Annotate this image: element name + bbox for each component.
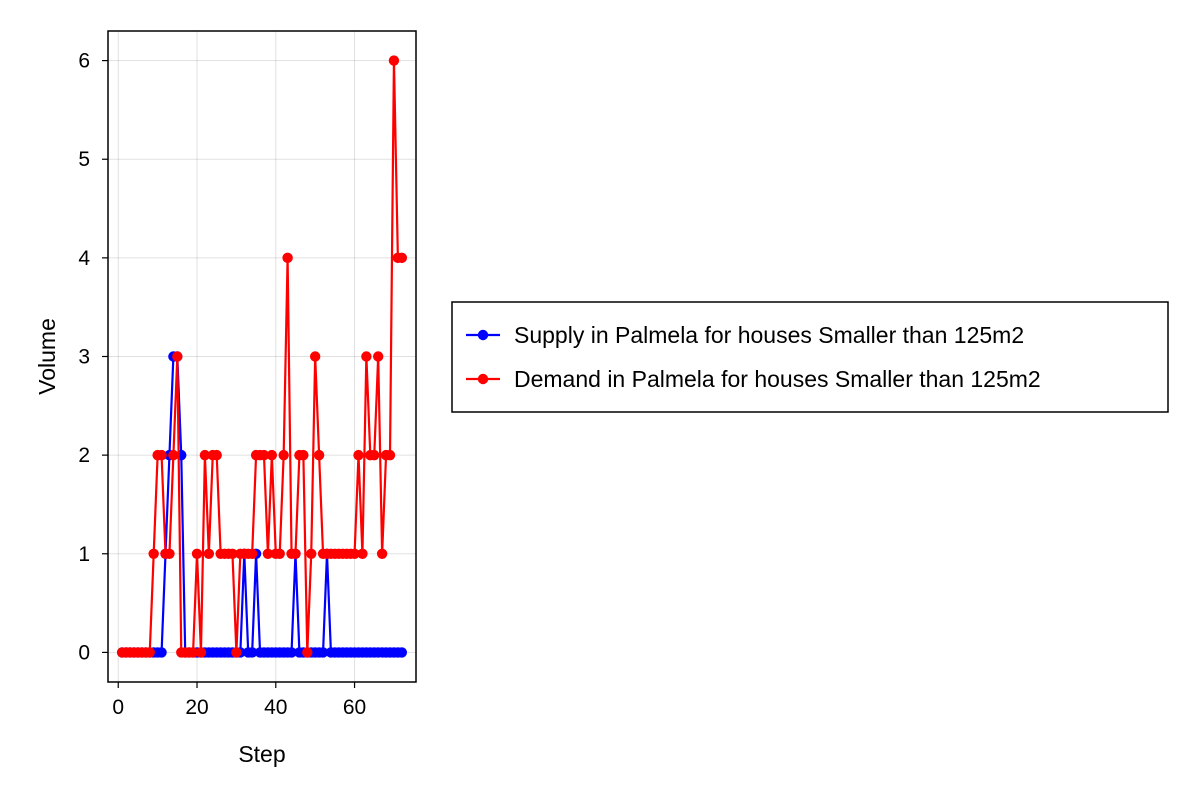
x-tick-label: 40 bbox=[264, 696, 287, 719]
data-point bbox=[298, 449, 309, 461]
data-point bbox=[227, 548, 238, 559]
data-point bbox=[168, 449, 179, 461]
y-tick-label: 2 bbox=[78, 444, 90, 467]
series-layer bbox=[116, 55, 408, 658]
legend-item: Demand in Palmela for houses Smaller tha… bbox=[466, 366, 1041, 392]
data-point bbox=[388, 55, 400, 66]
y-tick-label: 4 bbox=[78, 247, 90, 270]
data-point bbox=[286, 647, 297, 658]
data-point bbox=[156, 647, 167, 658]
y-tick-label: 6 bbox=[78, 50, 90, 73]
data-point bbox=[144, 647, 155, 658]
data-point bbox=[195, 647, 207, 658]
data-point bbox=[148, 548, 159, 559]
legend: Supply in Palmela for houses Smaller tha… bbox=[451, 301, 1169, 413]
data-point bbox=[262, 548, 274, 559]
data-point bbox=[372, 351, 384, 362]
data-point bbox=[203, 548, 215, 559]
legend-label: Demand in Palmela for houses Smaller tha… bbox=[514, 366, 1041, 392]
data-point bbox=[349, 548, 360, 559]
y-axis-title: Volume bbox=[34, 318, 60, 395]
x-tick-label: 20 bbox=[185, 696, 208, 719]
data-point bbox=[156, 449, 167, 461]
data-point bbox=[258, 449, 270, 461]
y-tick-label: 0 bbox=[78, 641, 90, 664]
data-point bbox=[357, 548, 368, 559]
x-tick-label: 0 bbox=[112, 696, 124, 719]
data-point bbox=[353, 449, 364, 461]
data-point bbox=[211, 449, 222, 461]
y-tick-label: 1 bbox=[78, 543, 90, 566]
series-demand bbox=[116, 55, 408, 658]
data-point bbox=[306, 548, 317, 559]
legend-box bbox=[451, 301, 1169, 413]
axis-ticks: 0 20 40 60 0 1 2 3 4 5 6 bbox=[78, 50, 366, 719]
legend-marker bbox=[477, 373, 489, 385]
data-point bbox=[396, 647, 408, 658]
data-point bbox=[282, 252, 293, 264]
data-point bbox=[309, 351, 321, 362]
data-point bbox=[172, 351, 183, 362]
data-point bbox=[246, 548, 258, 559]
y-tick-label: 5 bbox=[78, 148, 90, 171]
data-point bbox=[266, 449, 278, 461]
data-point bbox=[164, 548, 175, 559]
legend-marker bbox=[477, 329, 489, 341]
data-point bbox=[199, 449, 211, 461]
data-point bbox=[278, 449, 289, 461]
data-point bbox=[246, 647, 258, 658]
data-point bbox=[369, 449, 380, 461]
data-point bbox=[317, 647, 329, 658]
data-point bbox=[396, 252, 408, 264]
data-point bbox=[376, 548, 388, 559]
data-point bbox=[274, 548, 285, 559]
legend-item: Supply in Palmela for houses Smaller tha… bbox=[466, 322, 1024, 348]
data-point bbox=[290, 548, 301, 559]
data-point bbox=[313, 449, 325, 461]
data-point bbox=[384, 449, 396, 461]
y-tick-label: 3 bbox=[78, 346, 90, 369]
data-point bbox=[302, 647, 313, 658]
data-point bbox=[231, 647, 242, 658]
legend-label: Supply in Palmela for houses Smaller tha… bbox=[514, 322, 1024, 348]
data-point bbox=[361, 351, 372, 362]
data-point bbox=[191, 548, 203, 559]
x-axis-title: Step bbox=[238, 741, 285, 767]
data-point bbox=[187, 647, 199, 658]
x-tick-label: 60 bbox=[343, 696, 366, 719]
